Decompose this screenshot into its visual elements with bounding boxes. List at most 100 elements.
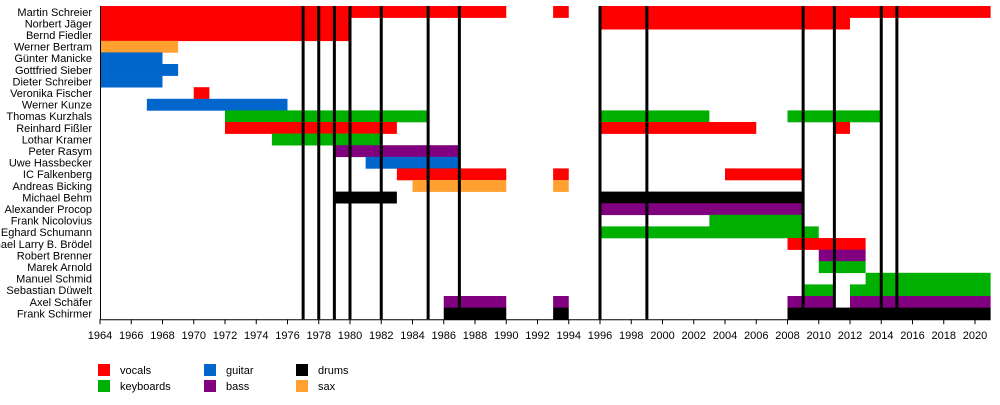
bar-keyboards — [818, 261, 866, 274]
bar-guitar — [100, 52, 163, 65]
bar-drums — [443, 307, 507, 320]
member-label: Uwe Hassbecker — [9, 158, 92, 170]
member-label: Sebastian Düwelt — [6, 285, 92, 297]
member-label: Peter Rasym — [28, 146, 92, 158]
x-tick-label: 1964 — [88, 330, 112, 342]
member-label: Lothar Kramer — [22, 134, 93, 146]
bar-keyboards — [803, 284, 835, 297]
legend-label-vocals: vocals — [120, 365, 152, 377]
x-tick-label: 1984 — [400, 330, 424, 342]
x-tick-label: 2004 — [713, 330, 737, 342]
legend-swatch-guitar — [204, 364, 216, 376]
member-label: Dieter Schreiber — [13, 76, 93, 88]
member-label: Eghard Schumann — [1, 227, 92, 239]
member-label: Manuel Schmid — [16, 274, 92, 286]
bar-bass — [818, 249, 866, 262]
x-tick-label: 1998 — [619, 330, 643, 342]
legend-label-bass: bass — [226, 381, 250, 393]
member-label: IC Falkenberg — [23, 169, 92, 181]
x-tick-label: 1968 — [150, 330, 174, 342]
bar-bass — [443, 296, 507, 308]
x-tick-label: 1974 — [244, 330, 268, 342]
legend-swatch-vocals — [98, 364, 110, 376]
bar-vocals — [193, 87, 210, 100]
member-label: Frank Schirmer — [17, 308, 93, 320]
x-tick-label: 1986 — [432, 330, 456, 342]
x-tick-label: 1992 — [525, 330, 549, 342]
x-tick-label: 2008 — [775, 330, 799, 342]
x-tick-label: 1972 — [213, 330, 237, 342]
bar-vocals — [600, 17, 850, 30]
x-tick-label: 1978 — [307, 330, 331, 342]
member-label: Gottfried Sieber — [15, 65, 92, 77]
member-label: Frank Nicolovius — [11, 216, 93, 228]
x-tick-label: 2000 — [650, 330, 674, 342]
legend-label-drums: drums — [318, 365, 349, 377]
member-label: Bernd Fiedler — [26, 30, 92, 42]
bar-keyboards — [850, 284, 991, 297]
member-label: Axel Schäfer — [30, 297, 93, 309]
bar-vocals — [396, 168, 507, 181]
x-tick-label: 1996 — [588, 330, 612, 342]
bar-keyboards — [271, 133, 382, 146]
bar-vocals — [787, 238, 866, 250]
x-tick-label: 2018 — [932, 330, 956, 342]
x-tick-label: 1966 — [119, 330, 143, 342]
bar-vocals — [725, 168, 804, 181]
member-label: Andreas Bicking — [13, 181, 93, 193]
member-label: Marek Arnold — [27, 262, 92, 274]
member-label: Werner Kunze — [22, 100, 92, 112]
bar-guitar — [146, 98, 288, 111]
bar-guitar — [100, 75, 163, 88]
bar-keyboards — [709, 214, 804, 227]
x-tick-label: 2010 — [807, 330, 831, 342]
album-lines — [301, 6, 899, 320]
x-tick-label: 2020 — [963, 330, 987, 342]
legend-label-guitar: guitar — [226, 365, 254, 377]
bar-vocals — [600, 122, 757, 134]
x-tick-label: 1982 — [369, 330, 393, 342]
bar-keyboards — [225, 110, 429, 123]
legend: vocals keyboards guitar bass drums sax — [98, 364, 349, 393]
member-label: Werner Bertram — [14, 42, 92, 54]
bar-sax — [553, 180, 569, 192]
bar-bass — [850, 296, 991, 308]
legend-label-sax: sax — [318, 381, 336, 393]
bar-drums — [787, 307, 991, 320]
x-tick-label: 2016 — [900, 330, 924, 342]
member-label: Thomas Kurzhals — [6, 111, 92, 123]
x-tick-label: 1980 — [338, 330, 362, 342]
legend-label-keyboards: keyboards — [120, 381, 171, 393]
bar-keyboards — [600, 226, 819, 239]
legend-swatch-drums — [296, 364, 308, 376]
member-bars — [100, 6, 991, 320]
bar-drums — [553, 307, 569, 320]
bar-vocals — [100, 29, 350, 42]
x-tick-label: 2002 — [682, 330, 706, 342]
bar-keyboards — [600, 110, 710, 123]
member-label: Veronika Fischer — [10, 88, 92, 100]
bar-guitar — [365, 156, 460, 169]
x-tick-label: 2014 — [869, 330, 893, 342]
bar-drums — [334, 191, 397, 204]
bar-drums — [600, 191, 804, 204]
member-label: Norbert Jäger — [25, 18, 93, 30]
bar-vocals — [553, 6, 569, 18]
bar-sax — [100, 40, 179, 53]
member-label: Günter Manicke — [14, 53, 92, 65]
bar-bass — [600, 203, 804, 216]
member-label: Martin Schreier — [17, 7, 92, 19]
bar-guitar — [100, 64, 179, 76]
bar-vocals — [553, 168, 569, 181]
member-label: Reinhard Fißler — [16, 123, 92, 135]
x-tick-label: 1988 — [463, 330, 487, 342]
member-label: Michael Behm — [22, 192, 92, 204]
member-label: Alexander Procop — [5, 204, 92, 216]
legend-swatch-sax — [296, 380, 308, 392]
legend-swatch-bass — [204, 380, 216, 392]
x-tick-label: 2006 — [744, 330, 768, 342]
member-label: Robert Brenner — [17, 250, 93, 262]
bar-keyboards — [865, 272, 991, 285]
